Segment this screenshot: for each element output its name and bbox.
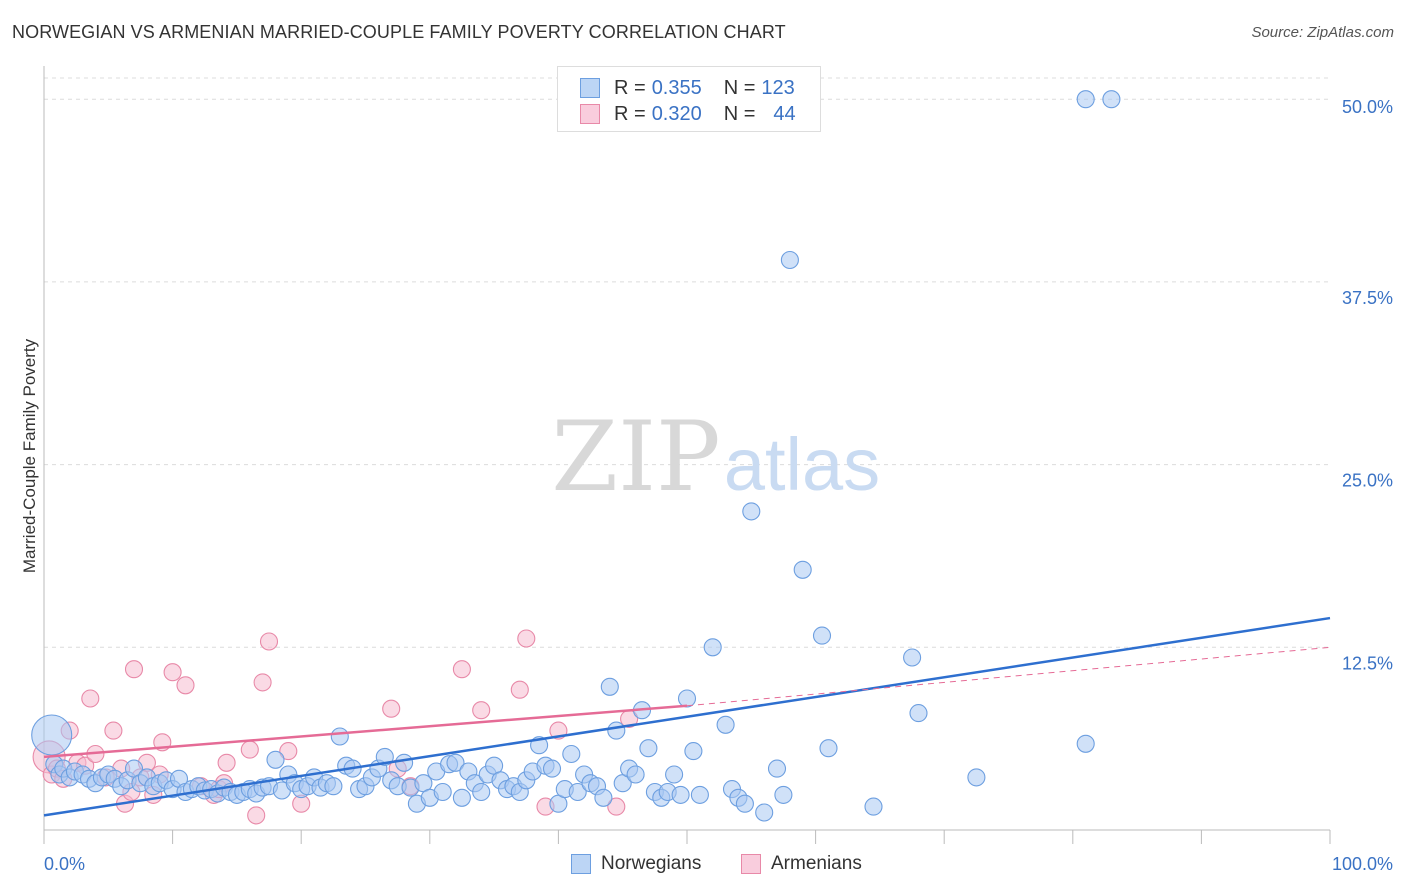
norwegian-point <box>433 782 452 802</box>
norwegian-point <box>812 626 832 645</box>
armenians-trend-line <box>43 704 688 759</box>
norwegian-point <box>684 742 703 761</box>
norwegian-point <box>774 785 793 804</box>
axes <box>43 66 1331 844</box>
armenian-point <box>253 673 272 692</box>
armenian-point <box>607 797 626 816</box>
source-label: Source: ZipAtlas.com <box>1251 24 1394 41</box>
n-label: N = <box>723 76 756 99</box>
norwegian-point <box>864 797 883 816</box>
norwegian-point <box>600 677 619 696</box>
armenian-point <box>279 742 298 761</box>
armenian-point <box>452 660 471 679</box>
norwegian-point <box>330 727 349 746</box>
x-tick-label: 100.0% <box>1332 854 1393 874</box>
chart-title: NORWEGIAN VS ARMENIAN MARRIED-COUPLE FAM… <box>12 22 786 42</box>
norwegian-point <box>568 782 587 802</box>
y-tick-label: 12.5% <box>1342 653 1393 673</box>
r-label: R = <box>614 102 646 125</box>
correlation-legend: R = 0.355 N = 123 R = 0.320 N = 44 <box>557 66 821 132</box>
norwegian-point <box>671 785 690 804</box>
armenians-legend-swatch <box>741 854 761 874</box>
r-value: 0.355 <box>651 76 702 99</box>
armenian-point <box>517 629 536 648</box>
n-label: N = <box>723 102 756 125</box>
n-value: 123 <box>761 76 795 99</box>
norwegian-point <box>266 750 285 769</box>
norwegian-point <box>716 715 735 734</box>
legend-row-armenians: R = 0.320 N = 44 <box>580 102 796 126</box>
legend-item-norwegians[interactable]: Norwegians <box>571 852 701 876</box>
norwegian-point <box>703 638 722 657</box>
watermark-atlas: atlas <box>724 423 880 506</box>
armenian-point <box>176 676 195 695</box>
norwegian-point <box>472 782 491 802</box>
norwegian-point <box>1076 90 1095 109</box>
norwegians-legend-swatch <box>571 854 591 874</box>
norwegian-point <box>1076 734 1095 753</box>
norwegians-trend-line <box>43 616 1331 817</box>
y-tick-label: 50.0% <box>1342 97 1393 117</box>
x-tick-label: 0.0% <box>44 854 85 874</box>
armenian-point <box>247 806 266 825</box>
armenian-point <box>104 721 123 740</box>
armenian-point <box>217 753 236 772</box>
r-value: 0.320 <box>651 102 702 125</box>
trend-lines <box>43 616 1331 817</box>
norwegian-point <box>793 560 812 579</box>
armenian-point <box>81 689 100 708</box>
armenians-swatch <box>580 104 600 124</box>
legend-label-armenians: Armenians <box>771 853 862 874</box>
legend-row-norwegians: R = 0.355 N = 123 <box>580 76 795 100</box>
norwegian-point <box>780 250 799 270</box>
norwegian-point <box>395 753 414 772</box>
armenian-point <box>163 663 182 682</box>
legend-item-armenians[interactable]: Armenians <box>741 852 862 876</box>
norwegian-point <box>690 785 709 804</box>
norwegian-point <box>677 689 697 708</box>
armenian-point <box>472 701 491 720</box>
norwegian-point <box>626 765 645 784</box>
legend-label-norwegians: Norwegians <box>601 853 702 874</box>
r-label: R = <box>614 76 646 99</box>
norwegian-point <box>742 502 761 521</box>
norwegian-point <box>903 648 922 667</box>
norwegian-point <box>767 759 787 778</box>
y-tick-label: 25.0% <box>1342 471 1393 491</box>
armenian-point <box>240 740 259 759</box>
norwegian-point <box>446 753 465 772</box>
armenians-trend-extension <box>686 646 1331 707</box>
norwegian-point <box>324 777 343 796</box>
armenian-point <box>382 699 401 718</box>
norwegian-point <box>665 765 684 784</box>
norwegian-point <box>639 739 658 758</box>
norwegian-point <box>909 704 928 723</box>
armenian-point <box>510 680 529 699</box>
norwegian-point <box>1102 90 1121 109</box>
norwegian-point <box>755 803 774 822</box>
norwegian-point <box>607 721 626 740</box>
norwegian-point <box>967 768 986 787</box>
tick-labels: 12.5% 25.0% 37.5% 50.0% 0.0% 100.0% <box>44 97 1393 874</box>
norwegian-point <box>819 739 838 758</box>
grid-lines <box>44 77 1330 648</box>
watermark-zip: ZIP <box>551 401 720 513</box>
norwegian-point <box>542 759 562 778</box>
norwegian-point <box>735 794 754 813</box>
norwegians-points <box>31 90 1121 822</box>
watermark: ZIP atlas <box>551 401 880 513</box>
norwegian-point <box>31 714 73 756</box>
norwegians-swatch <box>580 78 600 98</box>
norwegian-point <box>452 788 471 807</box>
y-tick-label: 37.5% <box>1342 288 1393 308</box>
armenian-point <box>259 632 279 651</box>
norwegian-point <box>375 747 394 766</box>
n-value: 44 <box>773 102 796 125</box>
norwegian-point <box>594 788 613 807</box>
armenian-point <box>124 660 144 679</box>
norwegian-point <box>562 744 581 764</box>
